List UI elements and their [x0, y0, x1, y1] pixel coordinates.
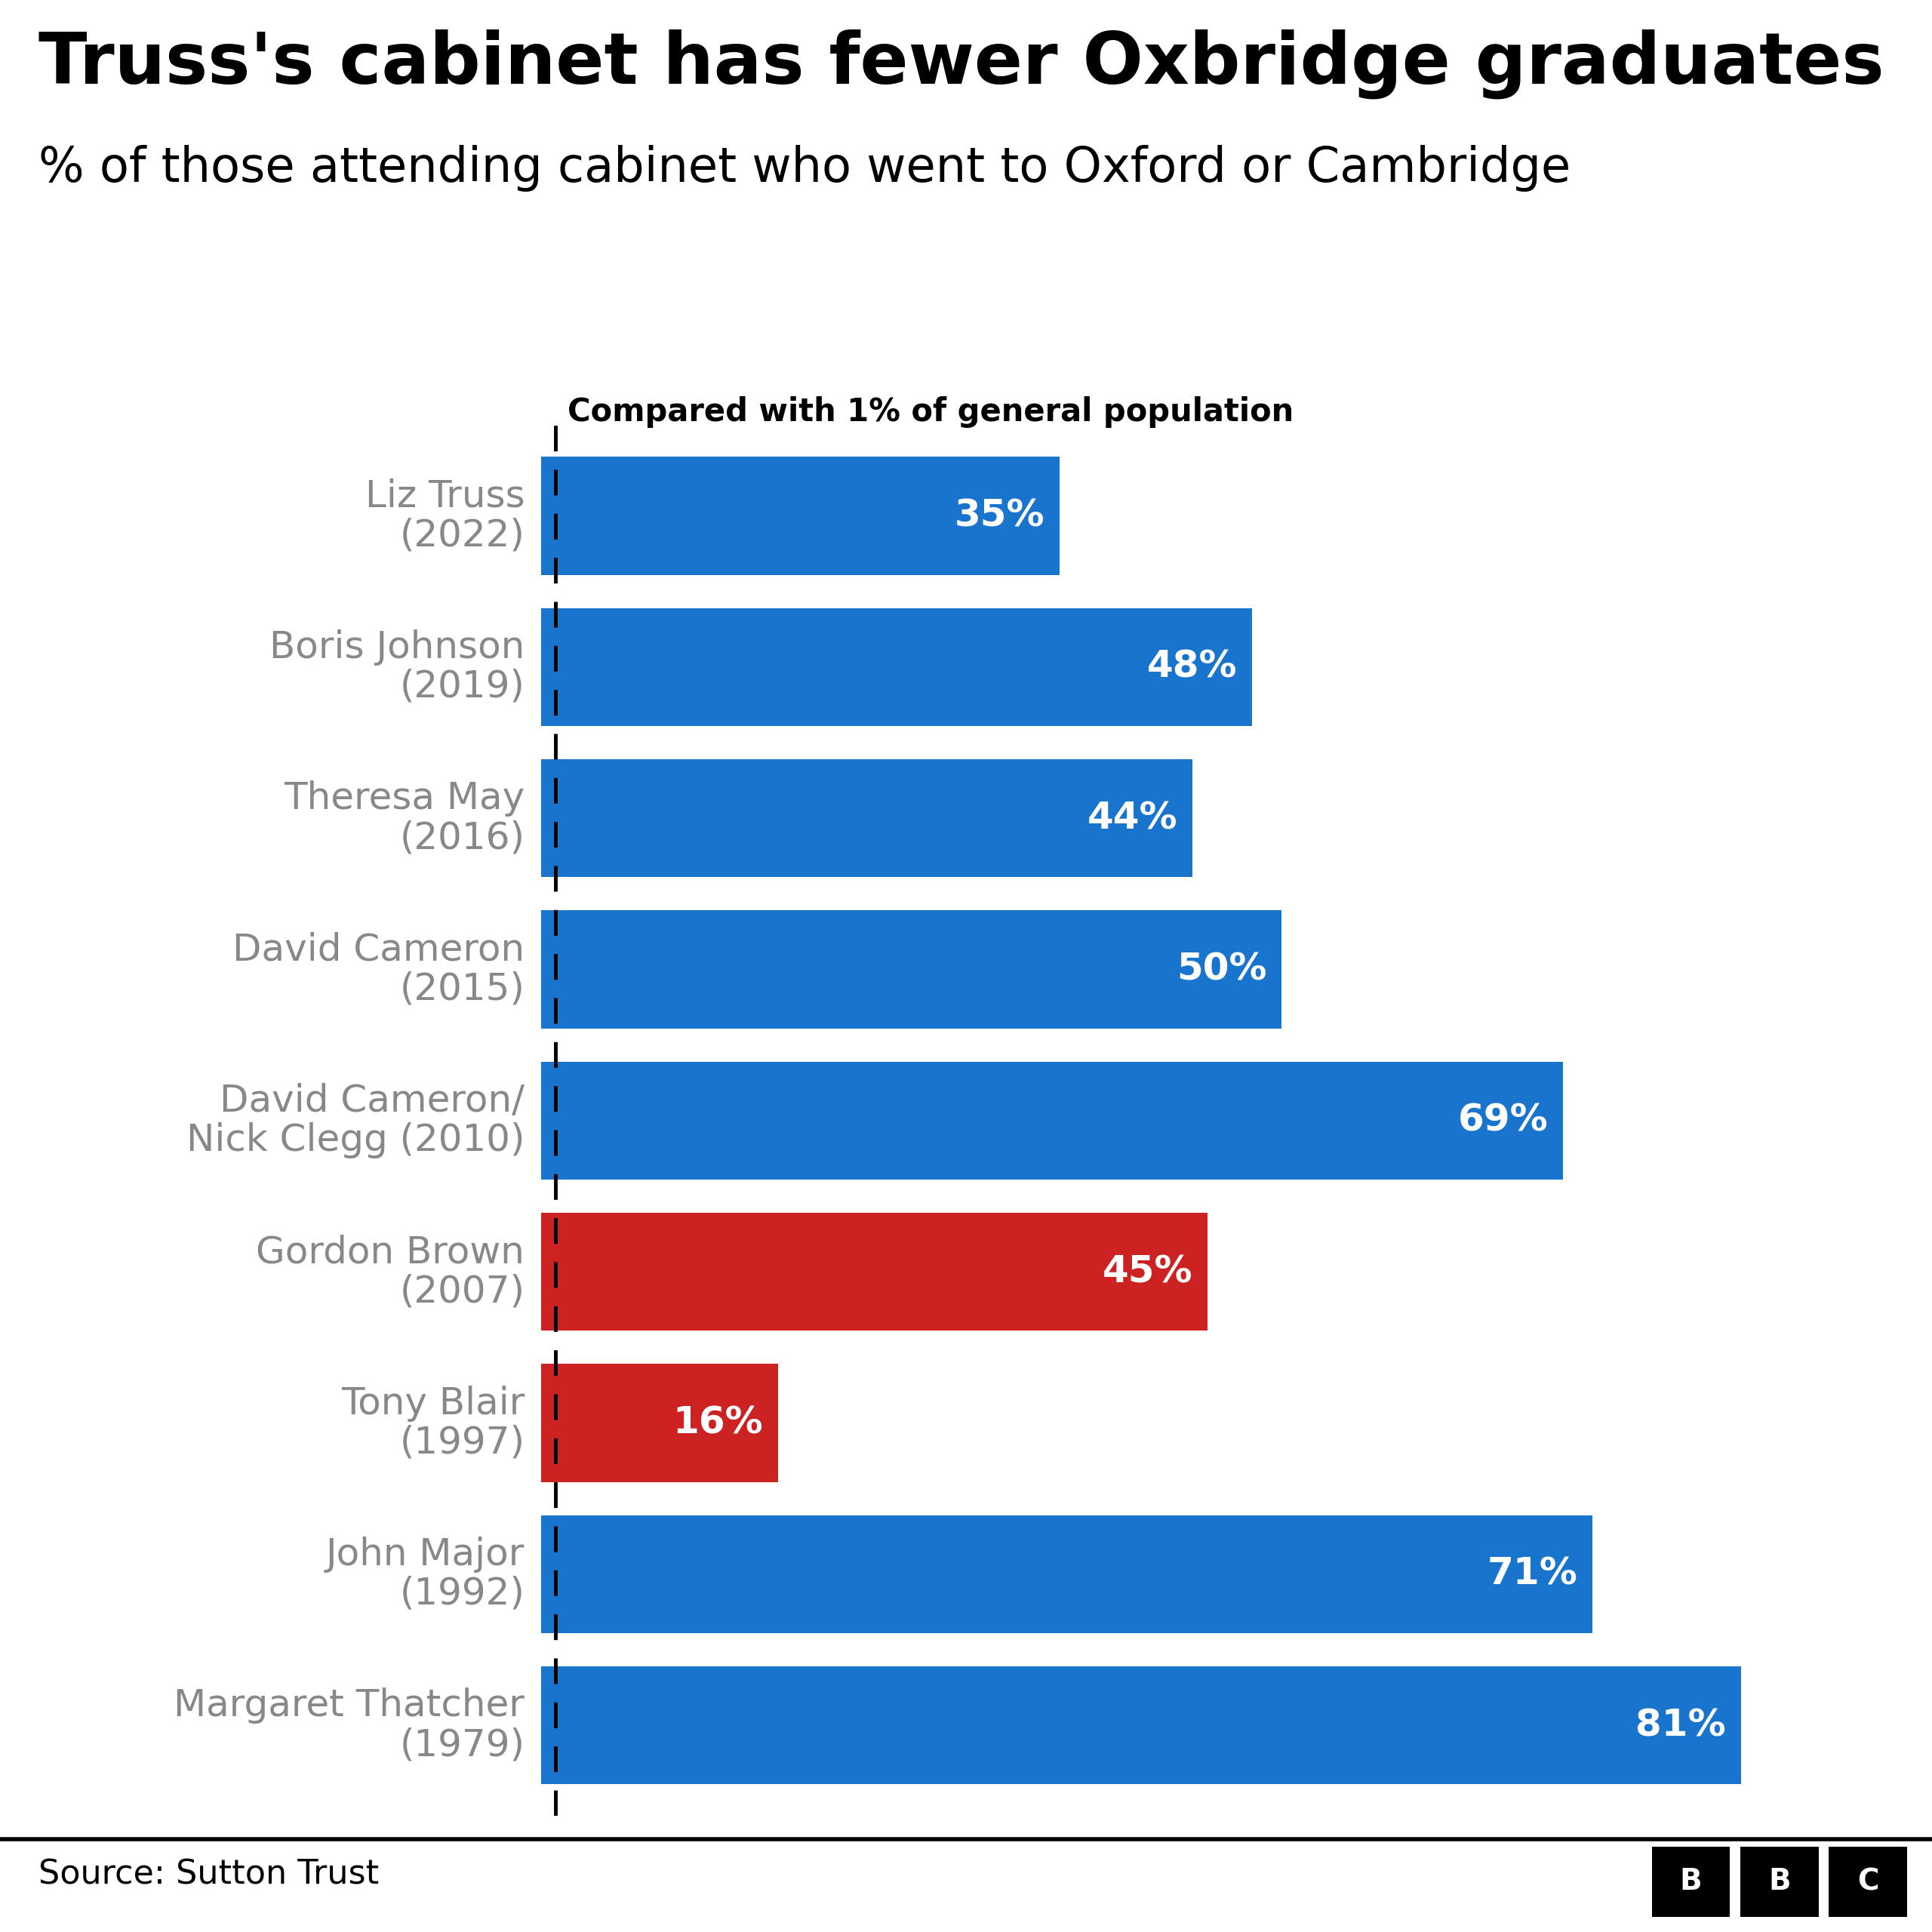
- Text: C: C: [1857, 1868, 1878, 1895]
- Text: 48%: 48%: [1148, 649, 1236, 686]
- Bar: [541, 1364, 779, 1482]
- Text: B: B: [1679, 1868, 1702, 1895]
- Text: 44%: 44%: [1088, 800, 1179, 837]
- Bar: [541, 1061, 1563, 1180]
- Text: Truss's cabinet has fewer Oxbridge graduates: Truss's cabinet has fewer Oxbridge gradu…: [39, 29, 1884, 99]
- Text: 69%: 69%: [1459, 1103, 1548, 1138]
- Text: Source: Sutton Trust: Source: Sutton Trust: [39, 1859, 379, 1891]
- Text: 50%: 50%: [1177, 951, 1267, 987]
- Text: 81%: 81%: [1636, 1708, 1725, 1743]
- Bar: [1652, 1847, 1729, 1917]
- Text: 35%: 35%: [954, 498, 1045, 533]
- Bar: [1741, 1847, 1818, 1917]
- Bar: [1830, 1847, 1907, 1917]
- Bar: [541, 1667, 1741, 1785]
- Text: % of those attending cabinet who went to Oxford or Cambridge: % of those attending cabinet who went to…: [39, 145, 1571, 191]
- Text: Compared with 1% of general population: Compared with 1% of general population: [568, 396, 1294, 429]
- Text: 71%: 71%: [1488, 1555, 1578, 1592]
- Bar: [541, 759, 1192, 877]
- Bar: [541, 1213, 1208, 1331]
- Bar: [541, 456, 1059, 574]
- Bar: [541, 609, 1252, 726]
- Bar: [541, 910, 1281, 1028]
- Text: 45%: 45%: [1103, 1254, 1192, 1291]
- Bar: [541, 1515, 1592, 1633]
- Text: B: B: [1768, 1868, 1791, 1895]
- Text: 16%: 16%: [672, 1405, 763, 1441]
